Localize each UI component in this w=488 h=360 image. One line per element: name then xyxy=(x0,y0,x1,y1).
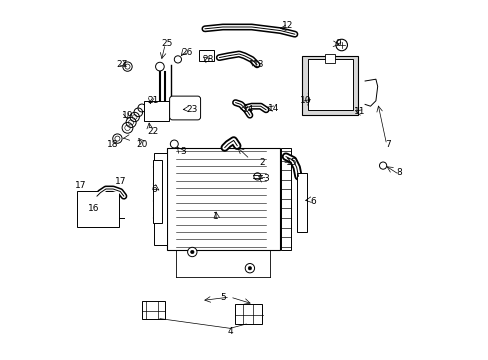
Circle shape xyxy=(125,64,130,69)
Bar xyxy=(307,59,352,110)
Text: 23: 23 xyxy=(186,105,198,114)
Text: 18: 18 xyxy=(107,140,119,149)
Bar xyxy=(152,160,162,223)
Text: 6: 6 xyxy=(309,197,315,206)
Circle shape xyxy=(155,62,164,71)
Text: 10: 10 xyxy=(299,96,311,105)
Text: 3: 3 xyxy=(180,147,186,156)
Bar xyxy=(77,191,118,227)
Bar xyxy=(235,304,262,324)
Text: 28: 28 xyxy=(203,55,214,64)
Text: 27: 27 xyxy=(116,60,127,69)
Text: 4: 4 xyxy=(227,327,232,336)
Text: 1: 1 xyxy=(212,212,218,220)
Text: 2: 2 xyxy=(259,158,265,166)
Text: 9: 9 xyxy=(335,39,340,48)
Circle shape xyxy=(187,247,197,257)
Text: 20: 20 xyxy=(136,140,147,149)
Circle shape xyxy=(247,266,251,270)
Text: 14: 14 xyxy=(267,104,279,113)
Bar xyxy=(199,50,213,61)
Text: 16: 16 xyxy=(87,204,99,213)
Text: 7: 7 xyxy=(385,140,390,149)
Text: 24: 24 xyxy=(242,105,253,114)
Text: 15: 15 xyxy=(285,158,296,166)
Text: 25: 25 xyxy=(161,39,172,48)
Bar xyxy=(154,153,167,245)
Text: 11: 11 xyxy=(353,107,365,116)
Text: 17: 17 xyxy=(75,181,86,190)
Bar xyxy=(143,101,168,121)
Bar xyxy=(167,148,280,250)
Text: 6: 6 xyxy=(151,185,157,194)
FancyBboxPatch shape xyxy=(169,96,200,120)
Text: 22: 22 xyxy=(147,127,158,136)
Circle shape xyxy=(244,264,254,273)
Text: 8: 8 xyxy=(396,168,401,177)
Bar xyxy=(280,148,291,250)
Bar xyxy=(142,301,165,319)
Text: 26: 26 xyxy=(181,48,192,57)
Text: 13: 13 xyxy=(253,60,264,69)
Bar xyxy=(296,173,307,232)
Text: 17: 17 xyxy=(114,177,126,186)
Bar xyxy=(324,54,335,63)
Bar xyxy=(302,56,357,115)
Text: 19: 19 xyxy=(122,111,133,120)
Circle shape xyxy=(190,250,194,254)
Text: 12: 12 xyxy=(282,21,293,30)
Text: 3: 3 xyxy=(263,174,268,183)
Text: 5: 5 xyxy=(220,292,225,302)
Text: 21: 21 xyxy=(147,96,158,105)
